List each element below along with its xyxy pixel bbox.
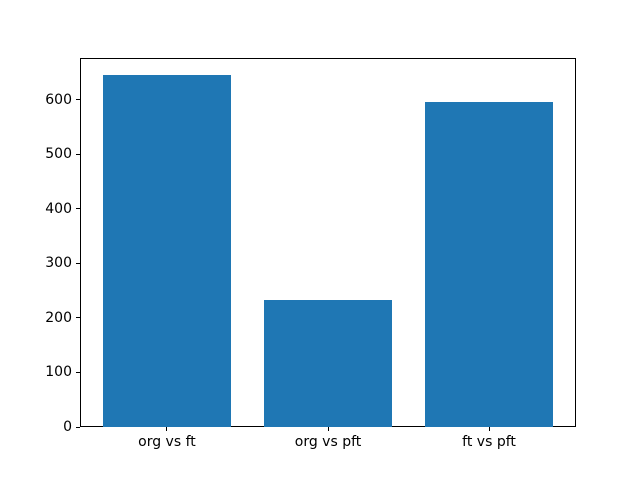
y-tick-label-300: 300 — [45, 255, 72, 272]
bar-org-vs-pft — [263, 300, 393, 427]
x-tick-label-org-vs-ft: org vs ft — [138, 434, 196, 450]
y-tick-label-200: 200 — [45, 309, 72, 326]
y-axis-tick — [76, 153, 80, 155]
y-tick-label-100: 100 — [45, 364, 72, 381]
x-tick-label-org-vs-pft: org vs pft — [294, 434, 362, 450]
y-axis-tick — [76, 426, 80, 428]
bar-ft-vs-pft — [424, 102, 554, 427]
y-axis-tick — [76, 99, 80, 101]
x-axis-tick — [327, 427, 329, 431]
y-tick-label-500: 500 — [45, 146, 72, 163]
bar-org-vs-ft — [102, 75, 232, 427]
x-axis-tick — [166, 427, 168, 431]
y-axis-tick — [76, 208, 80, 210]
y-axis-tick — [76, 317, 80, 319]
x-axis-tick — [488, 427, 490, 431]
y-axis-tick — [76, 371, 80, 373]
y-tick-label-0: 0 — [63, 419, 72, 435]
x-tick-label-ft-vs-pft: ft vs pft — [462, 434, 516, 450]
y-axis-tick — [76, 262, 80, 264]
y-tick-label-400: 400 — [45, 200, 72, 217]
y-tick-label-600: 600 — [45, 91, 72, 108]
